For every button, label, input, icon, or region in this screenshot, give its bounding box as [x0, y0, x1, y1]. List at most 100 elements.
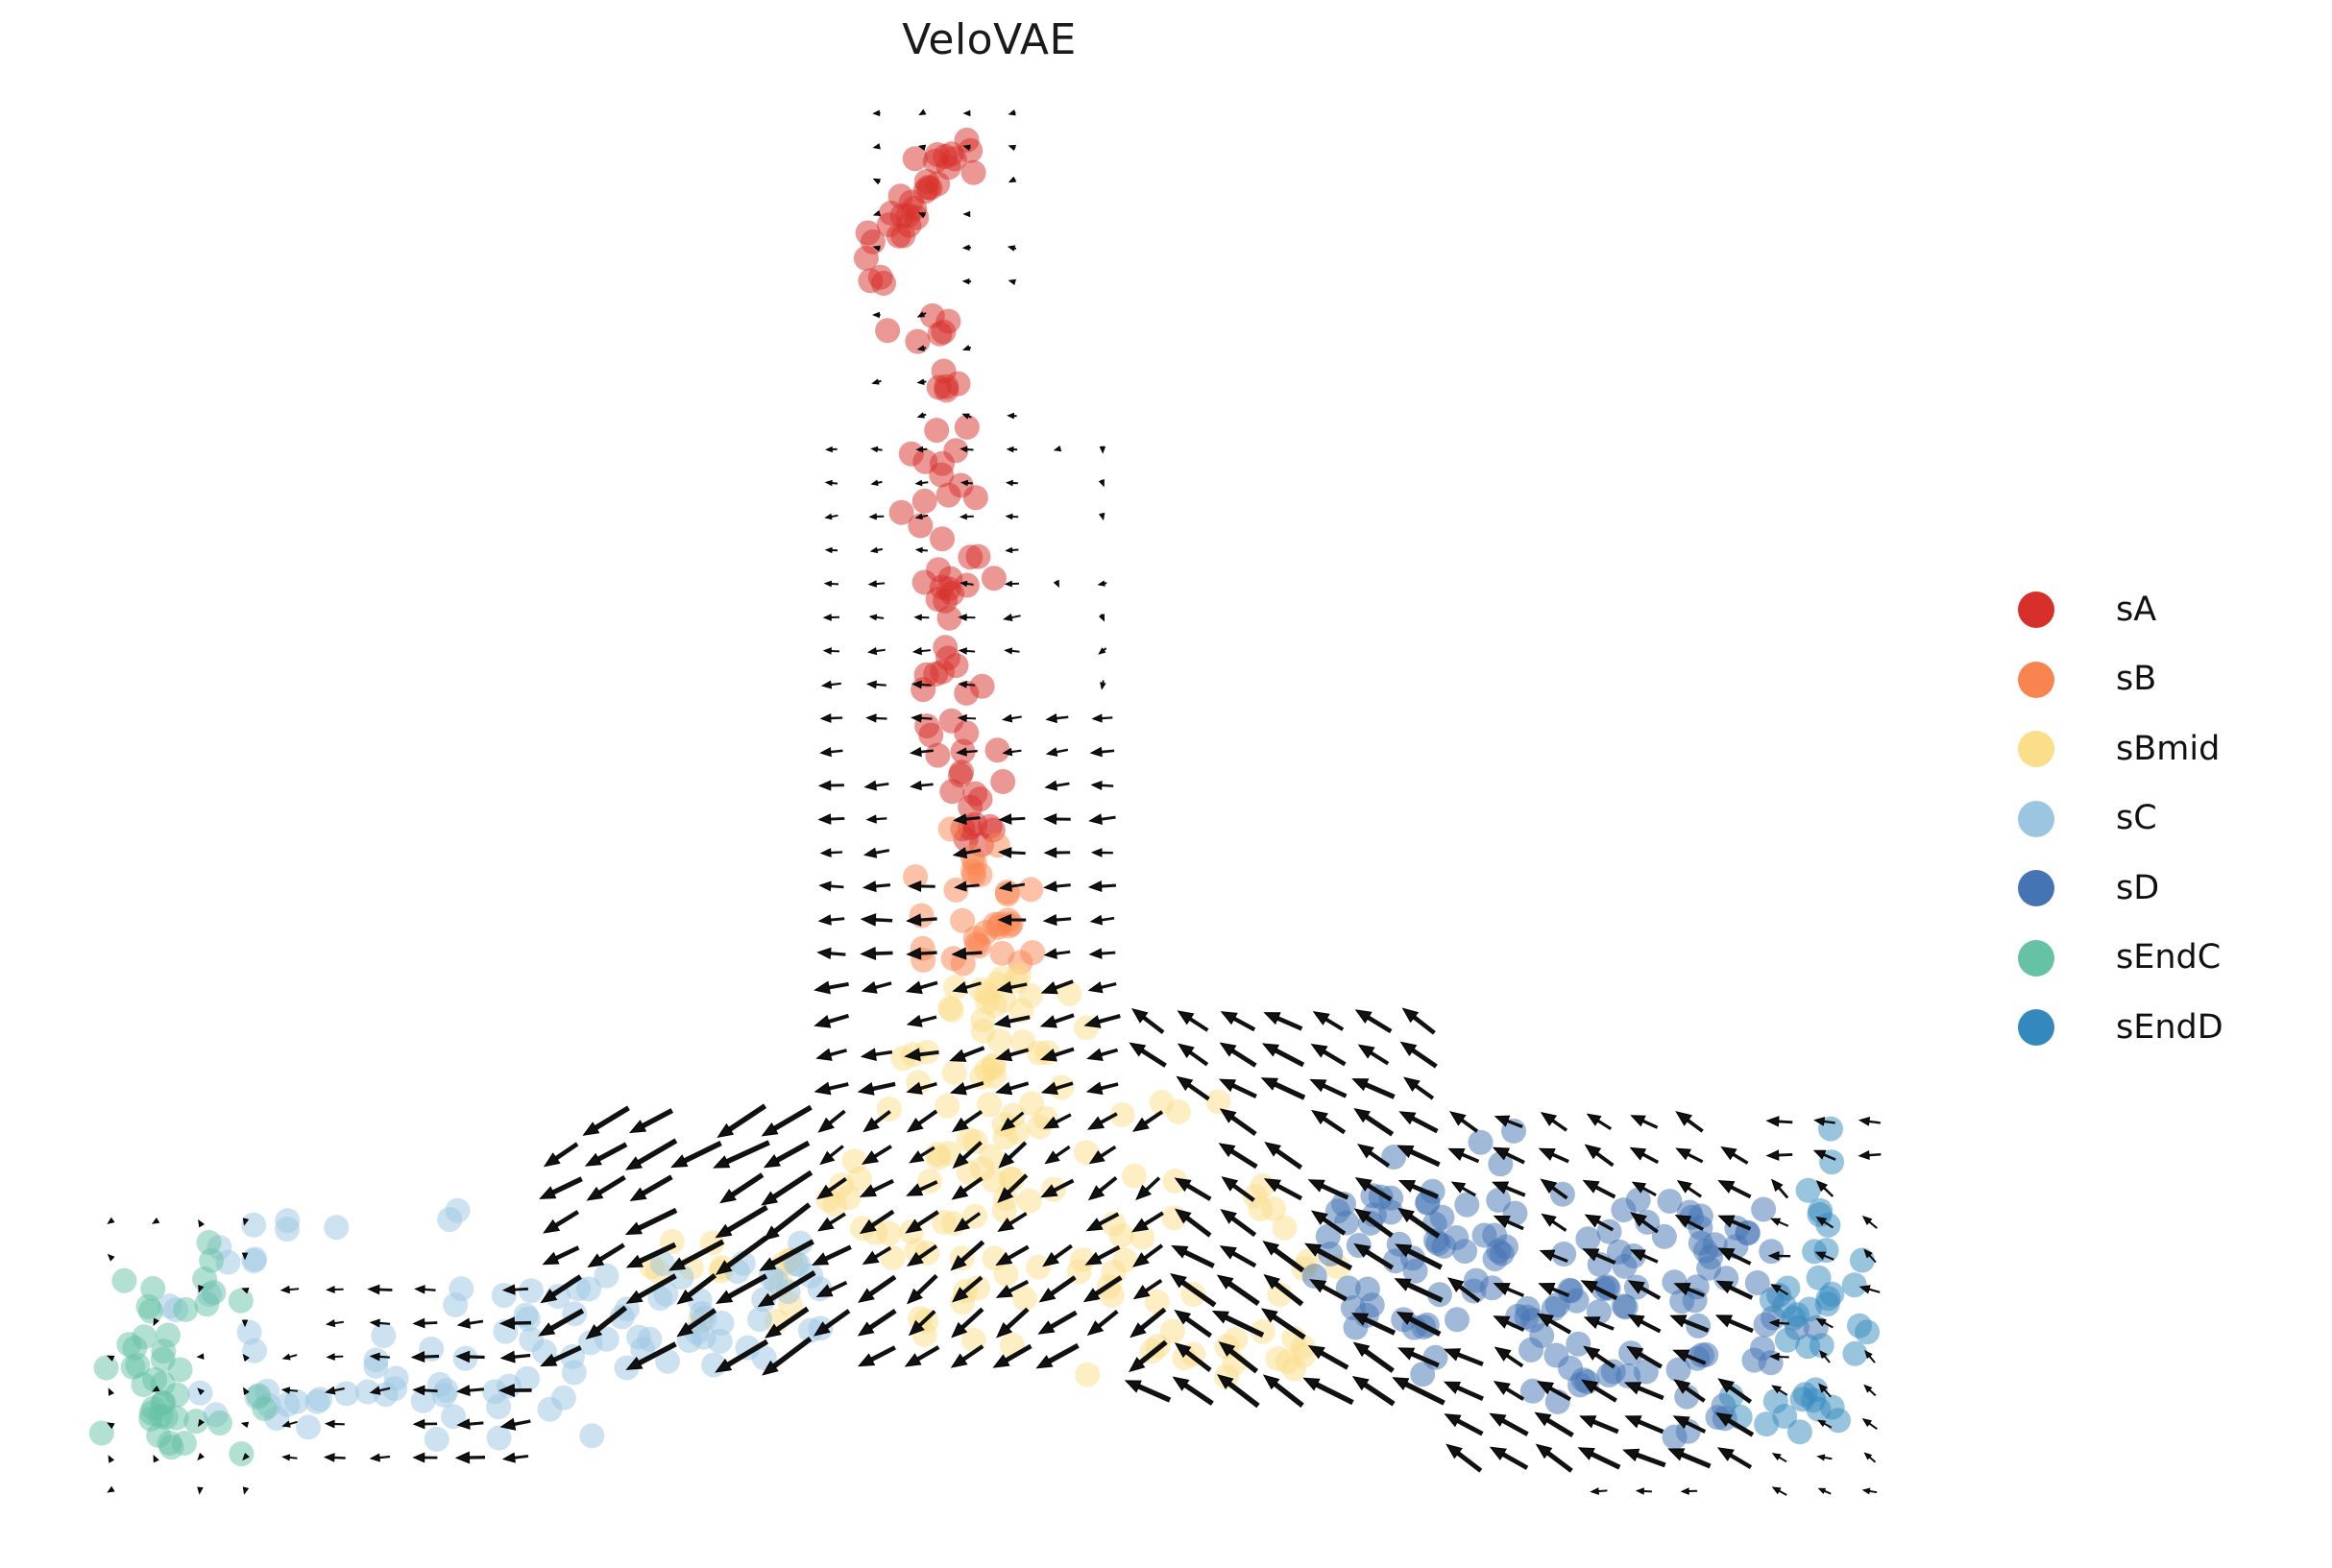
velocity-arrow	[1000, 1111, 1025, 1132]
velocity-arrow	[1044, 780, 1070, 791]
velocity-arrow	[858, 1274, 897, 1303]
velocity-arrow	[1397, 1207, 1441, 1239]
velocity-arrow	[872, 245, 881, 252]
velocity-arrow	[1858, 1150, 1882, 1161]
velocity-arrow	[818, 880, 844, 892]
velocity-arrow	[1085, 1212, 1120, 1232]
velocity-arrow	[1037, 1310, 1078, 1335]
velocity-arrow	[872, 143, 881, 150]
velocity-arrow	[242, 1353, 250, 1363]
velocity-arrow	[816, 1176, 847, 1200]
velocity-arrow	[860, 913, 893, 927]
legend-marker-sEndC	[2018, 939, 2054, 977]
velocity-arrow	[817, 914, 845, 926]
velocity-arrow	[1450, 1181, 1476, 1197]
velocity-arrow	[585, 1305, 628, 1340]
velocity-arrow	[676, 1272, 717, 1305]
velocity-arrow	[867, 646, 886, 656]
velocity-arrow	[584, 1142, 628, 1167]
velocity-arrow	[1489, 1412, 1529, 1436]
velocity-arrow	[1132, 1243, 1164, 1267]
plot-title: VeloVAE	[902, 15, 1077, 64]
velocity-arrow	[1005, 513, 1019, 520]
velocity-arrow	[1040, 1081, 1074, 1096]
velocity-arrow	[1861, 1487, 1878, 1495]
velocity-arrow	[1219, 1245, 1257, 1268]
velocity-arrow	[1089, 746, 1115, 758]
velocity-arrow	[1008, 278, 1016, 285]
velocity-arrow	[1675, 1111, 1704, 1133]
velocity-arrow	[950, 1344, 984, 1368]
velocity-arrow	[1586, 1113, 1613, 1131]
velocity-arrow	[865, 814, 887, 824]
velocity-arrow	[1392, 1377, 1445, 1406]
velocity-arrow	[1088, 813, 1116, 825]
velocity-arrow	[1765, 1149, 1793, 1161]
velocity-arrow	[857, 1308, 897, 1337]
velocity-arrow	[1131, 1211, 1164, 1233]
velocity-arrow	[1053, 579, 1059, 589]
velocity-arrow	[1263, 1178, 1303, 1201]
velocity-arrow	[918, 109, 927, 116]
velocity-arrow	[1582, 1248, 1616, 1266]
velocity-arrow	[1307, 1344, 1349, 1370]
velocity-arrow	[1667, 1448, 1712, 1469]
velocity-arrow	[1815, 1317, 1834, 1329]
velocity-arrow	[241, 1288, 250, 1294]
velocity-arrow	[955, 747, 978, 757]
velocity-arrow	[1005, 479, 1018, 487]
velocity-arrow	[1216, 1374, 1260, 1409]
velocity-arrow	[1714, 1411, 1755, 1437]
velocity-arrow	[107, 1253, 115, 1262]
velocity-arrow	[1813, 1117, 1835, 1126]
velocity-arrow	[1086, 1048, 1119, 1061]
velocity-arrow	[870, 479, 883, 487]
velocity-arrow	[1812, 1149, 1836, 1161]
velocity-arrow	[1715, 1280, 1754, 1300]
velocity-arrow	[1630, 1115, 1659, 1129]
velocity-arrow	[871, 378, 882, 385]
velocity-arrow	[1583, 1316, 1615, 1331]
velocity-arrow	[1673, 1283, 1705, 1297]
velocity-arrow	[819, 848, 843, 858]
velocity-arrow	[455, 1350, 485, 1363]
velocity-arrow	[1493, 1381, 1525, 1401]
velocity-arrow	[1130, 1007, 1165, 1035]
legend-label: sA	[2116, 590, 2157, 629]
velocity-arrow	[865, 713, 887, 723]
velocity-arrow	[1680, 1487, 1698, 1495]
velocity-arrow	[1008, 176, 1017, 183]
velocity-arrow	[1002, 747, 1022, 757]
velocity-arrow	[998, 813, 1026, 825]
velocity-arrow	[1353, 1107, 1395, 1137]
velocity-arrow	[1097, 580, 1107, 587]
legend-marker-sC	[2018, 800, 2054, 837]
velocity-arrow	[1311, 1109, 1347, 1135]
velocity-arrow	[917, 144, 927, 151]
velocity-arrow	[1264, 1142, 1303, 1170]
legend-entry-sA: sA	[2007, 575, 2223, 645]
velocity-arrow	[959, 513, 974, 520]
velocity-arrow	[857, 1345, 896, 1367]
velocity-arrow	[950, 1240, 985, 1271]
velocity-arrow	[1582, 1179, 1616, 1199]
velocity-arrow	[872, 209, 882, 217]
velocity-arrow	[1132, 1278, 1163, 1300]
velocity-arrow	[995, 1244, 1030, 1266]
velocity-arrow	[543, 1210, 580, 1234]
velocity-arrow	[1216, 1274, 1260, 1307]
velocity-arrow	[761, 1170, 814, 1206]
velocity-arrow	[1629, 1146, 1660, 1165]
velocity-arrow	[715, 1339, 769, 1373]
velocity-arrow	[1771, 1453, 1787, 1463]
velocity-arrow	[1005, 546, 1019, 554]
velocity-arrow	[1087, 880, 1117, 893]
velocity-arrow	[870, 446, 883, 453]
velocity-arrow	[824, 546, 838, 554]
velocity-arrow	[1717, 1378, 1753, 1404]
velocity-arrow	[1098, 614, 1105, 622]
velocity-arrow	[1263, 1012, 1303, 1031]
velocity-arrow	[865, 680, 887, 689]
velocity-arrow	[997, 913, 1027, 927]
velocity-arrow	[324, 1453, 346, 1462]
